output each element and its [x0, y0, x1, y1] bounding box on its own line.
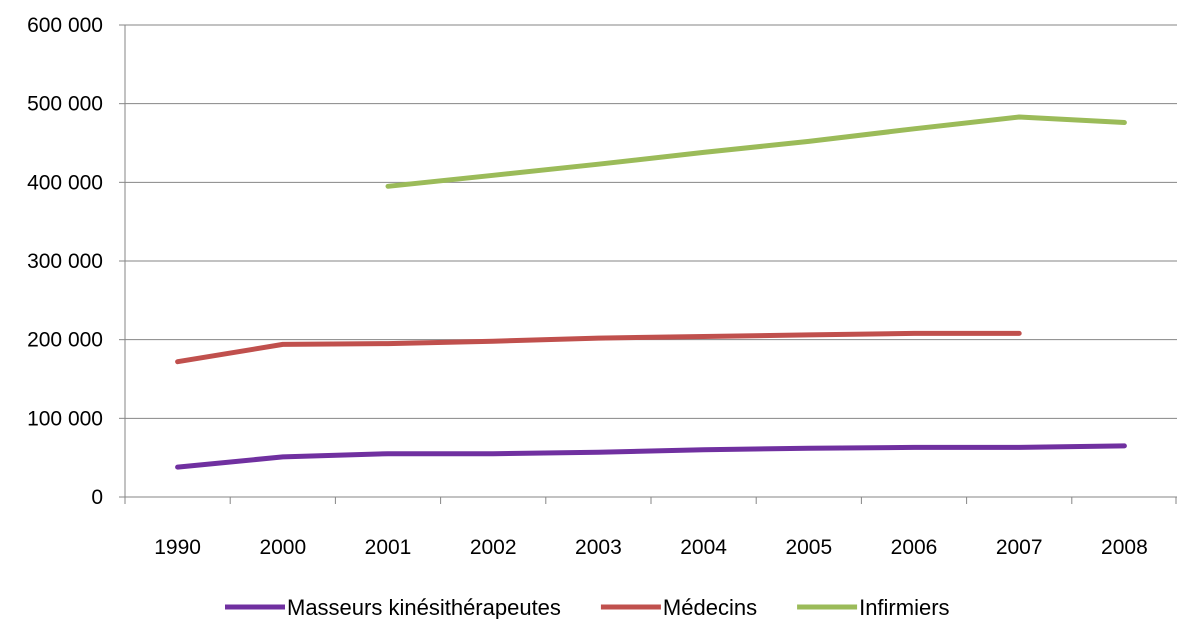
series-lines — [175, 114, 1127, 470]
x-tick-label: 2006 — [891, 536, 938, 559]
x-tick-label: 2007 — [996, 536, 1043, 559]
x-tick-label: 2000 — [259, 536, 306, 559]
x-tick-label: 2003 — [575, 536, 622, 559]
x-tick-label: 2008 — [1101, 536, 1148, 559]
x-tick-label: 2002 — [470, 536, 517, 559]
x-tick-label: 2005 — [785, 536, 832, 559]
y-tick-label: 400 000 — [27, 171, 103, 194]
series-line-2 — [385, 114, 1127, 189]
y-tick-label: 200 000 — [27, 329, 103, 352]
legend-label-2: Infirmiers — [859, 595, 949, 619]
x-tick-label: 1990 — [154, 536, 201, 559]
y-tick-label: 100 000 — [27, 407, 103, 430]
legend-label-1: Médecins — [663, 595, 757, 619]
y-tick-label: 600 000 — [27, 14, 103, 37]
y-tick-label: 300 000 — [27, 250, 103, 273]
series-line-1 — [175, 330, 1022, 365]
gridlines — [119, 24, 1177, 498]
y-tick-label: 0 — [91, 486, 103, 509]
y-axis-tick-labels: 0 100 000 200 000 300 000 400 000 500 000 600 … — [27, 14, 103, 509]
y-tick-label: 500 000 — [27, 93, 103, 116]
legend-label-0: Masseurs kinésithérapeutes — [287, 595, 561, 619]
series-line-0 — [175, 443, 1127, 470]
legend: Masseurs kinésithérapeutes Médecins Infirm… — [225, 595, 950, 619]
x-tick-label: 2001 — [365, 536, 412, 559]
x-tick-label: 2004 — [680, 536, 727, 559]
x-axis: 1990 2000 2001 2002 2003 2004 2005 2006 2007 2008 — [124, 25, 1177, 559]
